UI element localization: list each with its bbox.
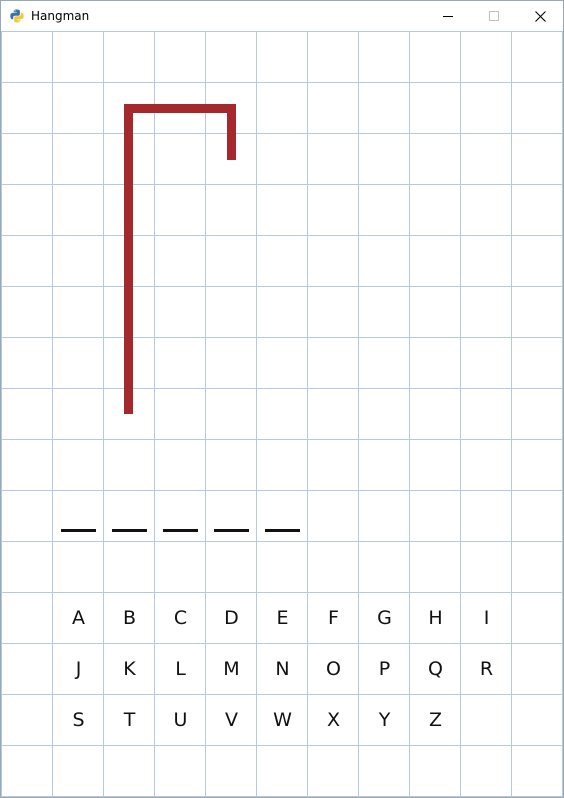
letter-button-l[interactable]: L xyxy=(175,657,186,680)
letter-blank xyxy=(61,529,96,532)
maximize-button[interactable] xyxy=(471,1,517,31)
python-icon xyxy=(10,9,24,23)
letter-button-p[interactable]: P xyxy=(378,657,391,680)
letter-blank xyxy=(163,529,198,532)
letter-button-h[interactable]: H xyxy=(428,606,443,629)
letter-button-o[interactable]: O xyxy=(326,657,341,680)
letter-button-r[interactable]: R xyxy=(479,657,494,680)
letter-button-i[interactable]: I xyxy=(483,606,490,629)
letter-blank xyxy=(265,529,300,532)
letter-button-e[interactable]: E xyxy=(276,606,289,629)
letter-button-j[interactable]: J xyxy=(75,657,82,680)
letter-button-m[interactable]: M xyxy=(223,657,240,680)
minimize-button[interactable] xyxy=(425,1,471,31)
letter-button-c[interactable]: C xyxy=(173,606,188,629)
gallows-drawing xyxy=(124,104,236,414)
letter-button-t[interactable]: T xyxy=(123,708,136,731)
close-button[interactable] xyxy=(517,1,563,31)
letter-button-b[interactable]: B xyxy=(122,606,137,629)
letter-button-u[interactable]: U xyxy=(173,708,188,731)
letter-button-q[interactable]: Q xyxy=(428,657,443,680)
close-icon xyxy=(534,10,546,22)
letter-button-n[interactable]: N xyxy=(275,657,290,680)
minimize-icon xyxy=(443,16,453,17)
gallows-rope xyxy=(227,104,236,160)
letter-button-s[interactable]: S xyxy=(72,708,85,731)
title-bar[interactable]: Hangman xyxy=(1,1,563,31)
letter-button-d[interactable]: D xyxy=(224,606,239,629)
window-title: Hangman xyxy=(31,9,90,23)
letter-button-x[interactable]: X xyxy=(326,708,341,731)
game-canvas: A B C D E F G H I J K L M N O P Q R S T U V W X Y Z xyxy=(1,31,563,797)
letter-button-y[interactable]: Y xyxy=(378,708,391,731)
letter-button-g[interactable]: G xyxy=(377,606,392,629)
gallows-post xyxy=(124,104,133,414)
letter-button-f[interactable]: F xyxy=(328,606,339,629)
letter-blank xyxy=(214,529,249,532)
letter-button-k[interactable]: K xyxy=(123,657,136,680)
letter-button-a[interactable]: A xyxy=(72,606,85,629)
gallows-beam xyxy=(124,104,236,113)
letter-button-v[interactable]: V xyxy=(225,708,238,731)
letter-button-w[interactable]: W xyxy=(273,708,292,731)
maximize-icon xyxy=(489,11,499,21)
letter-blank xyxy=(112,529,147,532)
letter-button-z[interactable]: Z xyxy=(428,708,443,731)
